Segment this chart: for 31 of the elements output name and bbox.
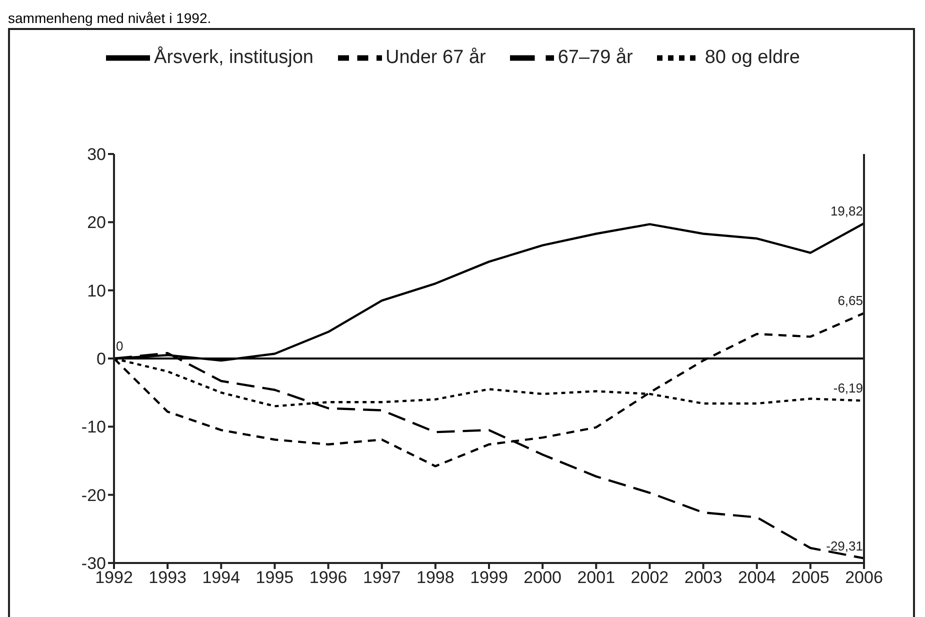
data-label: -6,19 [833, 380, 863, 396]
x-tick-label: 2006 [845, 568, 883, 588]
y-tick-label: 30 [87, 145, 106, 164]
x-tick-label: 1995 [256, 568, 294, 588]
x-tick-label: 1996 [309, 568, 348, 588]
y-tick-label: -10 [81, 418, 106, 437]
data-label: -29,31 [826, 538, 863, 554]
y-tick-label: 0 [96, 350, 106, 369]
x-tick-label: 2003 [684, 568, 722, 588]
data-label: 0 [116, 338, 124, 354]
x-tick-label: 1997 [362, 568, 401, 588]
x-tick-label: 2000 [524, 568, 562, 588]
y-tick-label: -20 [81, 486, 106, 505]
x-tick-label: 1998 [416, 568, 454, 588]
legend-label: Årsverk, institusjon [154, 47, 314, 68]
x-tick-label: 2005 [792, 568, 830, 588]
legend-label: Under 67 år [386, 47, 486, 68]
legend-label: 80 og eldre [704, 47, 800, 68]
y-tick-label: 10 [87, 281, 106, 300]
x-tick-label: 1993 [148, 568, 186, 588]
legend-label: 67–79 år [558, 47, 633, 68]
chart-subtitle: sammenheng med nivået i 1992. [8, 9, 212, 28]
x-tick-label: 2001 [577, 568, 616, 588]
x-tick-label: 1992 [95, 568, 133, 588]
x-tick-label: 1994 [202, 568, 240, 588]
x-tick-label: 2004 [738, 568, 776, 588]
data-label: 6,65 [838, 293, 863, 308]
x-tick-label: 2002 [630, 568, 669, 588]
x-tick-label: 1999 [470, 568, 508, 588]
y-tick-label: 20 [87, 213, 106, 232]
data-label: 19,82 [830, 203, 863, 218]
